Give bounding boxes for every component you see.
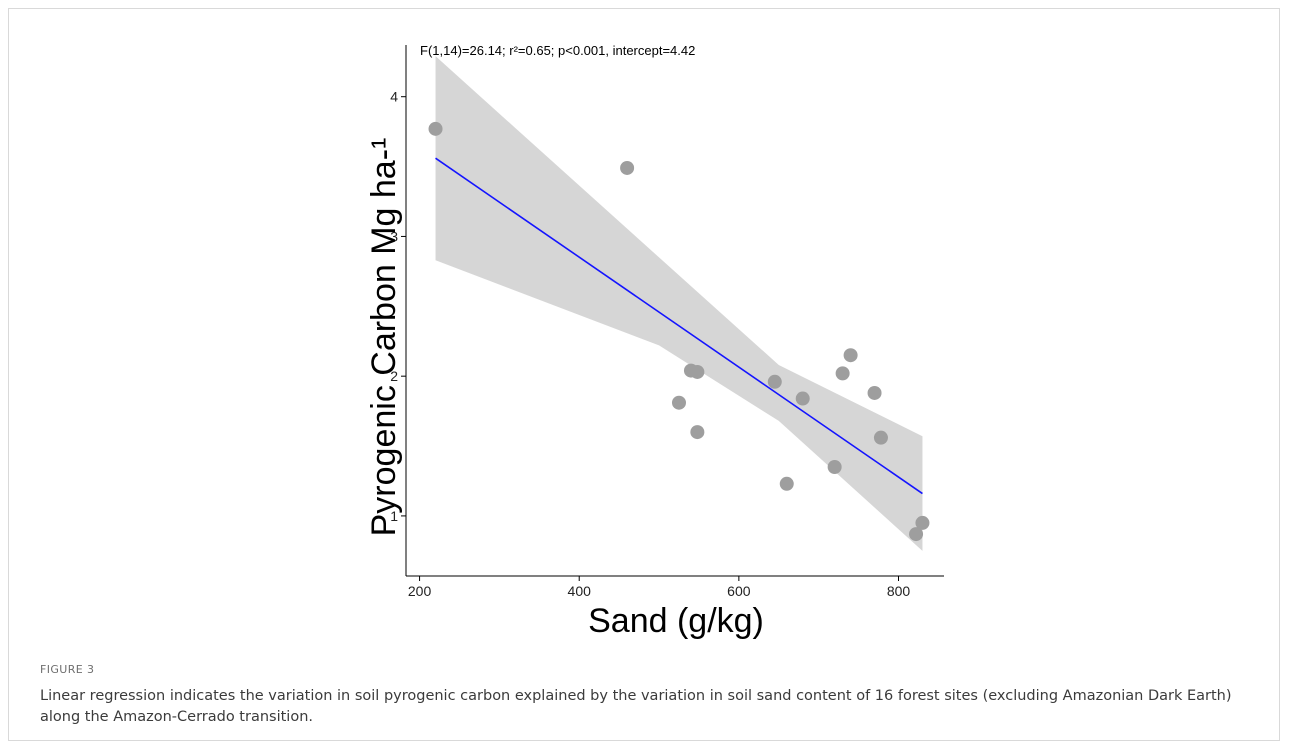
data-point: [690, 425, 705, 440]
data-point: [827, 460, 842, 475]
data-point: [915, 515, 930, 530]
data-point: [779, 476, 794, 491]
x-axis-label: Sand (g/kg): [588, 602, 764, 640]
confidence-band: [435, 56, 923, 551]
data-point: [671, 395, 686, 410]
x-tick-label: 200: [408, 583, 432, 599]
figure-caption: Linear regression indicates the variatio…: [40, 688, 1232, 725]
data-point: [909, 527, 924, 542]
x-tick-label: 800: [887, 583, 911, 599]
y-axis-label: Pyrogenic Carbon Mg ha-¹: [365, 138, 403, 537]
confidence-band-layer: [435, 56, 923, 551]
fit-line-layer: [435, 157, 923, 495]
scatter-chart: 200 400 600 800 1 2 3 4 F(1,14)=26.14; r²=0.65;…: [365, 43, 944, 640]
data-point: [873, 430, 888, 445]
chart-container: 200 400 600 800 1 2 3 4 F(1,14)=26.14; r²=0.65;…: [365, 43, 944, 640]
data-point: [795, 391, 810, 406]
x-tick-label: 400: [568, 583, 592, 599]
data-point: [767, 374, 782, 389]
chart-title: F(1,14)=26.14; r²=0.65; p<0.001, interce…: [420, 43, 695, 58]
data-point: [690, 364, 705, 379]
data-point: [843, 348, 858, 363]
y-tick-label: 4: [390, 89, 398, 105]
data-point: [620, 160, 635, 175]
y-tick-label: 3: [390, 228, 398, 244]
data-point: [867, 385, 882, 400]
y-tick-label: 2: [390, 368, 398, 384]
data-point: [428, 121, 443, 136]
x-tick-label: 600: [727, 583, 751, 599]
points-layer: [428, 121, 930, 542]
axes-layer: 200 400 600 800 1 2 3 4: [390, 45, 944, 599]
data-point: [835, 366, 850, 381]
y-tick-label: 1: [390, 508, 398, 524]
figure-label: FIGURE 3: [40, 663, 95, 676]
regression-line: [435, 157, 923, 495]
figure-frame: [8, 8, 1280, 741]
